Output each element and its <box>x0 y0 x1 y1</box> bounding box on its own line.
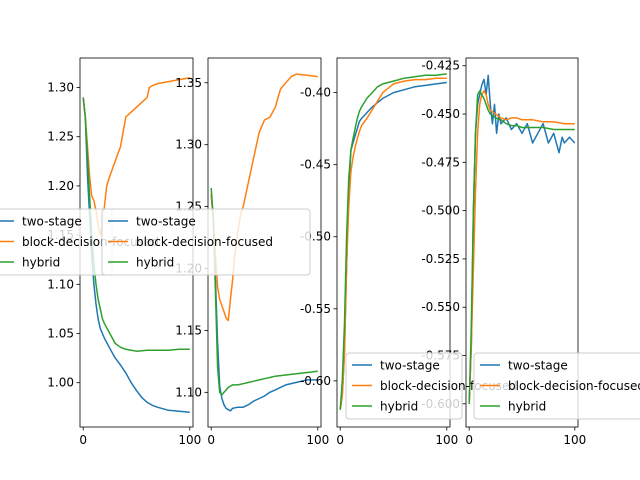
panel-4-legend-label-block-decision-focused: block-decision-focused <box>508 379 640 393</box>
panel-4-legend: two-stage block-decision-focused hybrid <box>473 352 640 420</box>
panel-3-legend-box <box>345 352 463 420</box>
panel-3-y-tick-label: -0.40 <box>300 86 331 100</box>
panel-1-y-tick-label: 1.05 <box>47 327 74 341</box>
panel-4-x-tick-label: 100 <box>563 433 586 447</box>
panel-4-plot-area <box>468 74 576 404</box>
panel-2-legend-label-block-decision-focused: block-decision-focused <box>136 235 273 249</box>
panel-4-frame <box>465 57 579 428</box>
panel-4-y-tick-label: -0.500 <box>421 204 460 218</box>
panel-1-y-tick-label: 1.30 <box>47 81 74 95</box>
panel-2-x-tick-label: 100 <box>306 433 329 447</box>
panel-4-legend-label-two-stage: two-stage <box>508 359 568 373</box>
panel-1-legend-label-hybrid: hybrid <box>22 256 60 270</box>
panel-2-y-tick-label: 1.15 <box>175 323 202 337</box>
panel-3-x-tick-label: 100 <box>435 433 458 447</box>
panel-3-legend-label-two-stage: two-stage <box>380 359 440 373</box>
panel-3-legend-label-hybrid: hybrid <box>380 400 418 414</box>
panel-4-series-hybrid-line <box>468 90 575 404</box>
panel-1-y-tick-label: 1.00 <box>47 376 74 390</box>
panel-1-y-tick-label: 1.20 <box>47 179 74 193</box>
panel-3-series-block-decision-focused-line <box>339 77 447 410</box>
panel-4-series-two-stage-line <box>468 74 576 404</box>
panel-2-legend: two-stage block-decision-focused hybrid <box>101 208 311 276</box>
panel-3-x-tick-label: 0 <box>336 433 344 447</box>
panel-2-series-two-stage-line <box>210 194 318 412</box>
panel-4-legend-box <box>473 352 640 420</box>
panel-1-legend-label-two-stage: two-stage <box>22 215 82 229</box>
panel-2-series-block-decision-focused-line <box>210 73 318 322</box>
panel-4-y-tick-label: -0.475 <box>421 155 460 169</box>
panel-2-y-tick-label: 1.30 <box>175 138 202 152</box>
panel-2-y-tick-label: 1.35 <box>175 76 202 90</box>
panel-1-x-tick-label: 100 <box>178 433 201 447</box>
panel-2-legend-box <box>101 208 311 276</box>
panel-3-frame <box>336 57 451 428</box>
panel-2-x-tick-label: 0 <box>207 433 215 447</box>
panel-1-x-tick-label: 0 <box>79 433 87 447</box>
legend-layer: two-stage block-decision-focused hybrid two… <box>0 208 640 420</box>
panel-4-y-tick-label: -0.550 <box>421 300 460 314</box>
panel-1-y-tick-label: 1.10 <box>47 277 74 291</box>
panel-1-series-block-decision-focused-line <box>82 76 190 236</box>
panel-4-legend-label-hybrid: hybrid <box>508 400 546 414</box>
panel-2-legend-label-hybrid: hybrid <box>136 256 174 270</box>
panel-3-plot-area <box>339 73 447 410</box>
panel-4-series-block-decision-focused-line <box>468 90 575 404</box>
panel-3-y-tick-label: -0.45 <box>300 158 331 172</box>
panel-2-y-tick-label: 1.10 <box>175 385 202 399</box>
panel-1-y-tick-label: 1.25 <box>47 130 74 144</box>
panel-4-x-tick-label: 0 <box>465 433 473 447</box>
panel-3-series-hybrid-line <box>339 73 447 410</box>
panel-2-series-hybrid-line <box>210 187 318 396</box>
panel-3-y-tick-label: -0.60 <box>300 374 331 388</box>
panel-3-y-tick-label: -0.55 <box>300 302 331 316</box>
panel-4-y-tick-label: -0.525 <box>421 252 460 266</box>
panel-4-y-tick-label: -0.425 <box>421 59 460 73</box>
panel-2-legend-label-two-stage: two-stage <box>136 215 196 229</box>
panel-4-y-tick-label: -0.450 <box>421 107 460 121</box>
